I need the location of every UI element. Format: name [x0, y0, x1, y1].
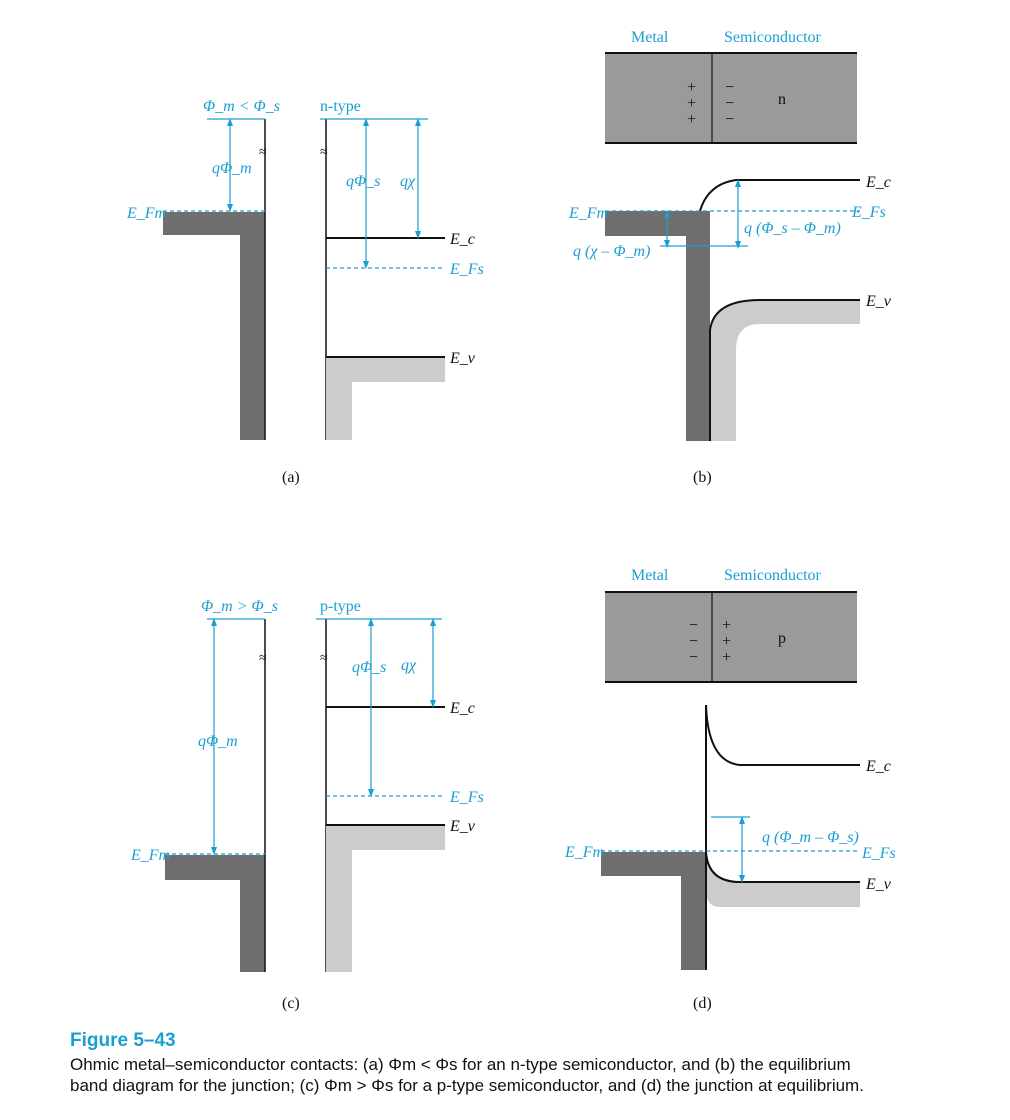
- break-mark-c-semi: ≈: [320, 651, 328, 666]
- ec-curve-b: [699, 179, 860, 212]
- valence-band-a: [326, 357, 445, 440]
- q-chi-label-a: qχ: [400, 173, 416, 190]
- efm-label-c: E_Fm: [130, 847, 170, 864]
- caption-d: (d): [693, 995, 712, 1012]
- junction-box-d: [605, 592, 857, 682]
- condition-c: Φ_m > Φ_s: [201, 598, 278, 615]
- panel-d: Metal Semiconductor − − − + + + p q (Φ_m…: [564, 567, 896, 1012]
- efm-label-b: E_Fm: [568, 205, 608, 222]
- panel-a: ≈ Φ_m < Φ_s qΦ_m E_Fm ≈ n-type qΦ_s qχ E…: [126, 98, 484, 486]
- ev-label-b: E_v: [865, 293, 892, 310]
- minus-sign-b-1: −: [725, 79, 734, 96]
- panel-b: Metal Semiconductor + + + − − − n E_c E_…: [568, 29, 892, 486]
- caption-a: (a): [282, 469, 300, 486]
- plus-sign-b-3: +: [687, 111, 696, 128]
- metal-label-d: Metal: [631, 567, 669, 584]
- figure-title: Figure 5–43: [70, 1030, 176, 1051]
- valence-band-c: [326, 825, 445, 972]
- q-phi-m-label-a: qΦ_m: [212, 160, 252, 177]
- caption-b: (b): [693, 469, 712, 486]
- plus-sign-b-1: +: [687, 79, 696, 96]
- break-mark-c-metal: ≈: [259, 651, 267, 666]
- ev-curve-b: [709, 299, 860, 441]
- valence-band-b: [710, 300, 860, 441]
- q-chi-label-c: qχ: [401, 657, 417, 674]
- semiconductor-label-b: Semiconductor: [724, 29, 822, 46]
- type-label-c: p-type: [320, 598, 361, 615]
- condition-a: Φ_m < Φ_s: [203, 98, 280, 115]
- ev-label-a: E_v: [449, 350, 476, 367]
- ec-label-d: E_c: [865, 758, 891, 775]
- minus-sign-d-1: −: [689, 617, 698, 634]
- q-phi-s-phi-m-label-b: q (Φ_s – Φ_m): [744, 220, 841, 237]
- caption-c: (c): [282, 995, 300, 1012]
- metal-band-b: [605, 211, 710, 441]
- efm-label-a: E_Fm: [126, 205, 166, 222]
- minus-sign-d-2: −: [689, 633, 698, 650]
- efs-label-d: E_Fs: [861, 845, 896, 862]
- plus-sign-d-2: +: [722, 633, 731, 650]
- plus-sign-d-3: +: [722, 649, 731, 666]
- minus-sign-b-2: −: [725, 95, 734, 112]
- metal-band-d: [601, 852, 706, 970]
- efs-label-a: E_Fs: [449, 261, 484, 278]
- junction-box-b: [605, 53, 857, 143]
- ev-curve-d: [705, 851, 860, 883]
- q-chi-phi-m-label-b: q (χ – Φ_m): [573, 243, 650, 260]
- plus-sign-d-1: +: [722, 617, 731, 634]
- ec-label-a: E_c: [449, 231, 475, 248]
- caption-line-1: Ohmic metal–semiconductor contacts: (a) …: [70, 1055, 851, 1074]
- ec-label-c: E_c: [449, 700, 475, 717]
- ev-label-d: E_v: [865, 876, 892, 893]
- figure-caption: Figure 5–43 Ohmic metal–semiconductor co…: [70, 1030, 970, 1096]
- efs-label-c: E_Fs: [449, 789, 484, 806]
- caption-line-2: band diagram for the junction; (c) Φm > …: [70, 1076, 864, 1095]
- q-phi-s-label-a: qΦ_s: [346, 173, 380, 190]
- break-mark-a-semi: ≈: [320, 145, 328, 160]
- type-label-d: p: [778, 630, 786, 647]
- minus-sign-b-3: −: [725, 111, 734, 128]
- break-mark-a-metal: ≈: [259, 145, 267, 160]
- ev-label-c: E_v: [449, 818, 476, 835]
- metal-band-c: [165, 855, 265, 972]
- minus-sign-d-3: −: [689, 649, 698, 666]
- type-label-a: n-type: [320, 98, 361, 115]
- q-phi-m-label-c: qΦ_m: [198, 733, 238, 750]
- plus-sign-b-2: +: [687, 95, 696, 112]
- metal-label-b: Metal: [631, 29, 669, 46]
- efs-label-b: E_Fs: [851, 204, 886, 221]
- panel-c: ≈ Φ_m > Φ_s qΦ_m E_Fm ≈ p-type qΦ_s qχ E…: [130, 598, 484, 1012]
- efm-label-d: E_Fm: [564, 844, 604, 861]
- valence-band-d: [706, 852, 860, 907]
- q-phi-s-label-c: qΦ_s: [352, 659, 386, 676]
- ec-label-b: E_c: [865, 174, 891, 191]
- semiconductor-label-d: Semiconductor: [724, 567, 822, 584]
- ec-curve-d: [705, 704, 860, 766]
- type-label-b: n: [778, 91, 786, 108]
- q-phi-m-phi-s-label-d: q (Φ_m – Φ_s): [762, 829, 859, 846]
- metal-band-a: [163, 212, 265, 440]
